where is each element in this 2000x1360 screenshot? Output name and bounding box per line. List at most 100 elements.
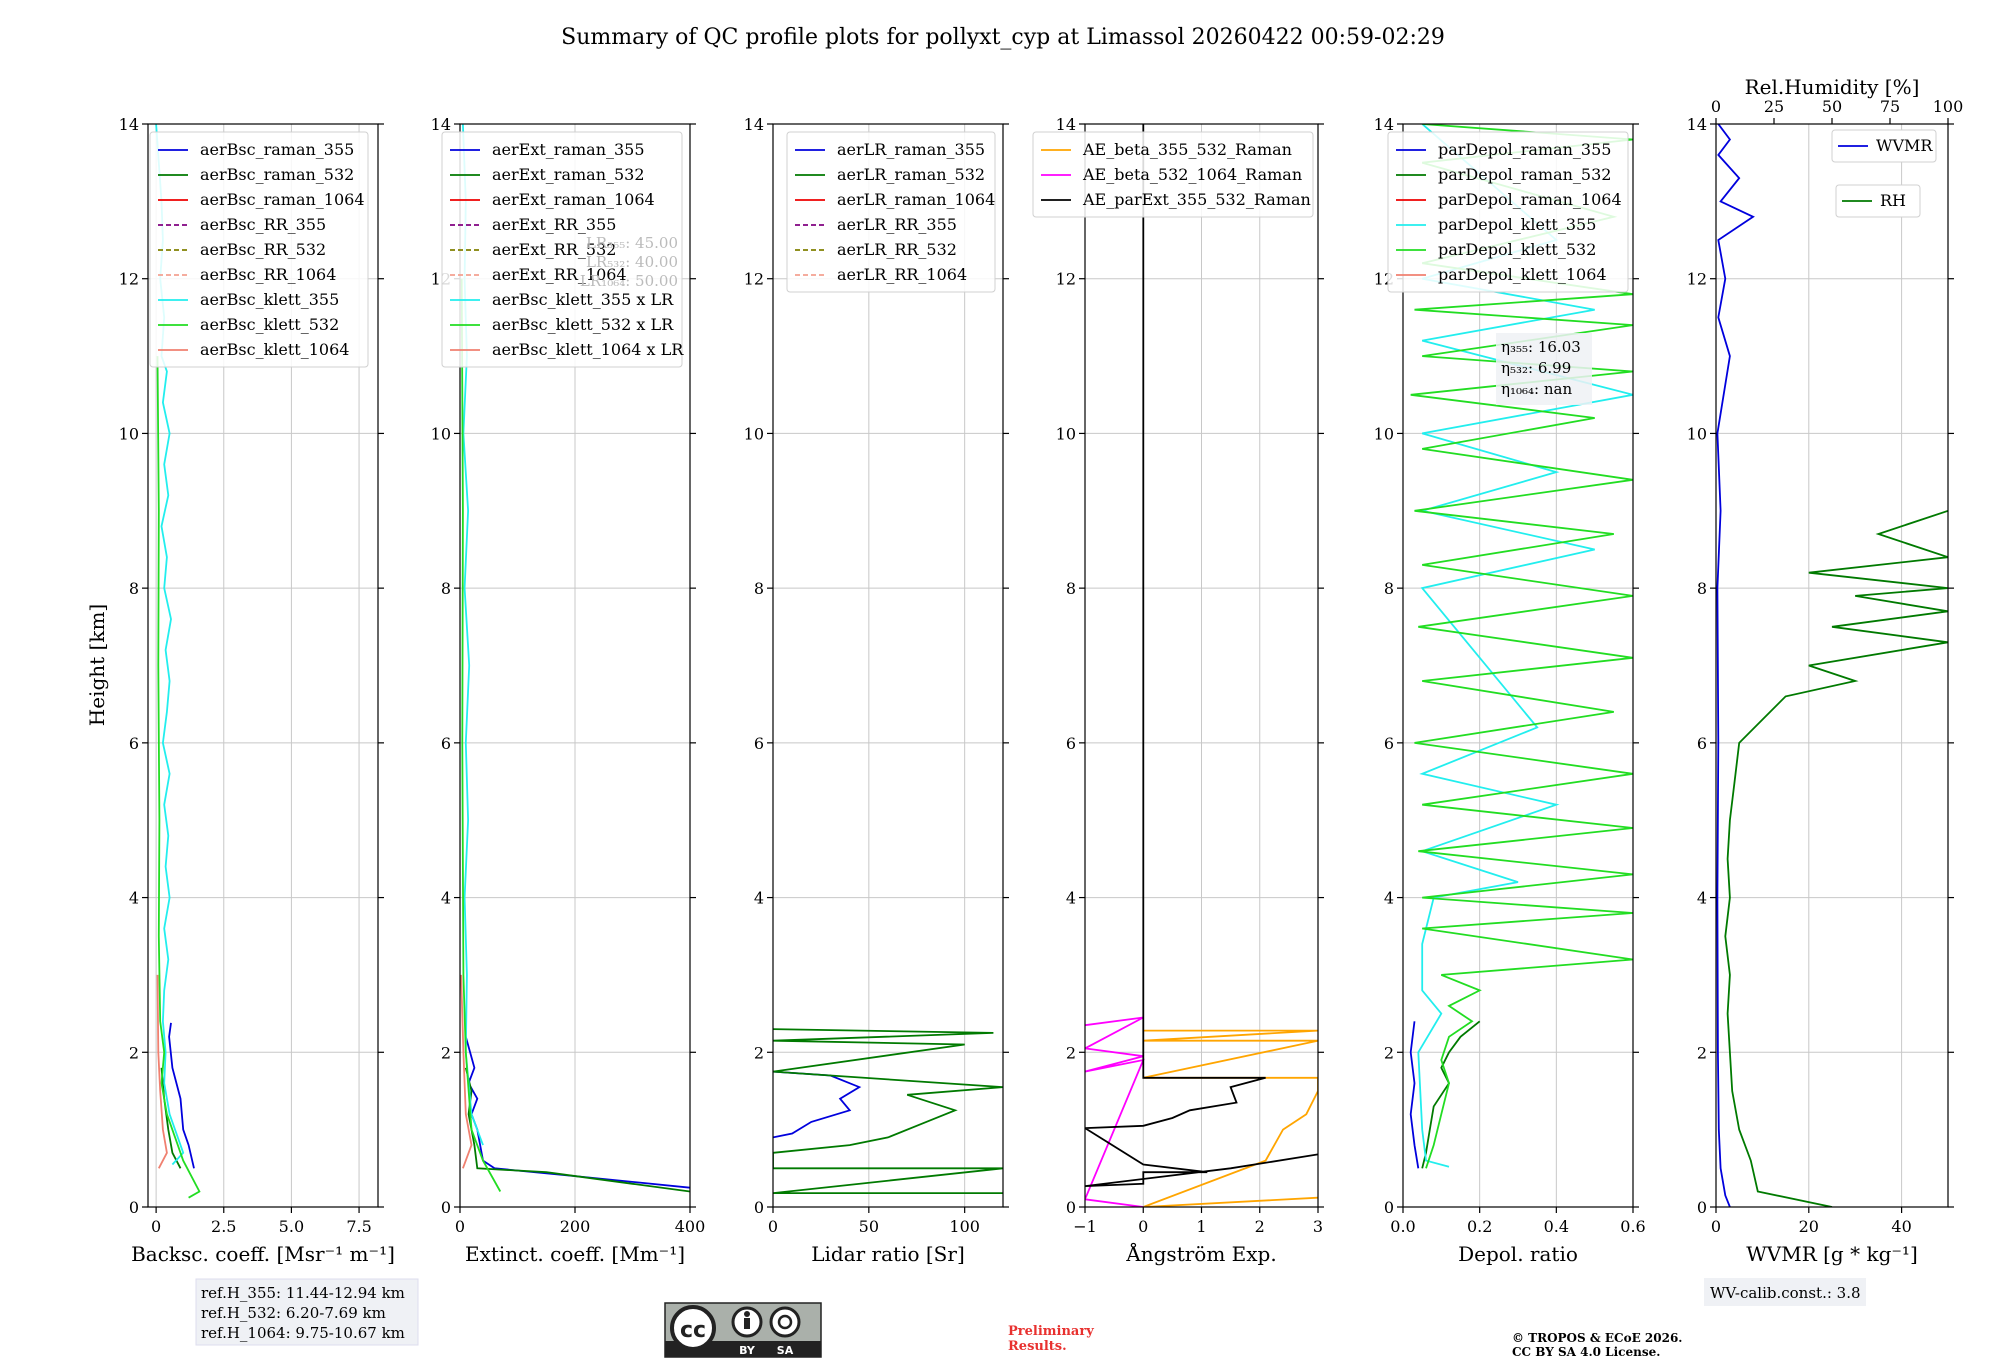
y-tick-label: 10 bbox=[1687, 424, 1707, 443]
lr-1064-label: LR₁₀₆₄: 50.00 bbox=[580, 272, 678, 290]
y-tick-label: 6 bbox=[1066, 734, 1076, 753]
series-WVMR bbox=[1716, 124, 1755, 1207]
top-x-axis-label: Rel.Humidity [%] bbox=[1745, 75, 1920, 99]
y-tick-label: 6 bbox=[129, 734, 139, 753]
y-tick-label: 14 bbox=[119, 115, 139, 134]
legend-entry: aerBsc_klett_532 bbox=[200, 315, 339, 334]
legend-entry: AE_beta_355_532_Raman bbox=[1082, 140, 1292, 159]
by-label: BY bbox=[739, 1344, 756, 1357]
ref-height-355: ref.H_355: 11.44-12.94 km bbox=[201, 1284, 405, 1302]
y-tick-label: 4 bbox=[1066, 889, 1076, 908]
cc-logo-text: cc bbox=[680, 1318, 706, 1343]
copyright-line-1: © TROPOS & ECoE 2026. bbox=[1512, 1331, 1682, 1345]
y-tick-label: 14 bbox=[1687, 115, 1707, 134]
top-x-tick-label: 25 bbox=[1764, 97, 1784, 116]
axes-frame bbox=[147, 123, 379, 1208]
y-tick-label: 10 bbox=[119, 424, 139, 443]
x-tick-label: 0 bbox=[1138, 1217, 1148, 1236]
x-tick-label: 1 bbox=[1196, 1217, 1206, 1236]
x-axis-label: Ångström Exp. bbox=[1125, 1241, 1276, 1266]
legend-entry: RH bbox=[1880, 191, 1906, 210]
y-tick-label: 10 bbox=[1374, 424, 1394, 443]
series-AE_beta_355_532_Raman bbox=[1142, 1029, 1318, 1207]
y-tick-label: 8 bbox=[441, 579, 451, 598]
legend-rh: RH bbox=[1835, 184, 1921, 218]
series-parDepol_raman_355 bbox=[1409, 1021, 1420, 1169]
y-tick-label: 0 bbox=[1697, 1198, 1707, 1217]
legend-entry: parDepol_klett_355 bbox=[1438, 215, 1596, 234]
x-tick-label: 3 bbox=[1313, 1217, 1323, 1236]
legend-angstrom: AE_beta_355_532_Raman AE_beta_532_1064_Ra… bbox=[1032, 131, 1314, 218]
x-tick-label: 0 bbox=[1711, 1217, 1721, 1236]
preliminary-line-2: Results. bbox=[1008, 1339, 1067, 1354]
y-tick-label: 2 bbox=[441, 1043, 451, 1062]
ref-height-532: ref.H_532: 6.20-7.69 km bbox=[201, 1304, 386, 1322]
x-tick-label: 0.6 bbox=[1620, 1217, 1645, 1236]
y-tick-label: 8 bbox=[129, 579, 139, 598]
legend-entry: parDepol_raman_1064 bbox=[1438, 190, 1622, 209]
lr-532-label: LR₅₃₂: 40.00 bbox=[586, 253, 678, 271]
eta-label-box: η₃₅₅: 16.03 η₅₃₂: 6.99 η₁₀₆₄: nan bbox=[1496, 333, 1592, 405]
y-tick-label: 2 bbox=[1066, 1043, 1076, 1062]
y-tick-label: 2 bbox=[1384, 1043, 1394, 1062]
legend-entry: aerExt_RR_1064 bbox=[492, 265, 627, 284]
y-tick-label: 0 bbox=[1066, 1198, 1076, 1217]
axes-frame bbox=[1402, 123, 1634, 1208]
top-x-tick-label: 100 bbox=[1933, 97, 1964, 116]
series-parDepol_klett_355 bbox=[1417, 124, 1633, 1168]
series-aerExt_raman_532 bbox=[464, 1067, 690, 1193]
y-tick-label: 8 bbox=[1384, 579, 1394, 598]
y-tick-label: 8 bbox=[1066, 579, 1076, 598]
legend-entry: aerBsc_klett_532 x LR bbox=[492, 315, 674, 334]
y-tick-label: 4 bbox=[1697, 889, 1707, 908]
y-tick-label: 14 bbox=[431, 115, 451, 134]
x-tick-label: 40 bbox=[1891, 1217, 1911, 1236]
lr-label-box: LR₃₅₅: 45.00 LR₅₃₂: 40.00 LR₁₀₆₄: 50.00 bbox=[580, 234, 678, 290]
top-x-tick-label: 50 bbox=[1822, 97, 1842, 116]
y-tick-label: 0 bbox=[754, 1198, 764, 1217]
legend-entry: aerLR_RR_532 bbox=[837, 240, 957, 259]
x-axis-label: Lidar ratio [Sr] bbox=[811, 1242, 965, 1266]
legend-entry: parDepol_klett_1064 bbox=[1438, 265, 1607, 284]
axes-frame bbox=[1715, 123, 1949, 1208]
x-tick-label: 20 bbox=[1799, 1217, 1819, 1236]
eta-1064-label: η₁₀₆₄: nan bbox=[1501, 380, 1572, 398]
copyright-line-2: CC BY SA 4.0 License. bbox=[1512, 1345, 1660, 1359]
legend-entry: aerBsc_RR_1064 bbox=[200, 265, 336, 284]
x-tick-label: −1 bbox=[1073, 1217, 1097, 1236]
y-tick-label: 14 bbox=[744, 115, 764, 134]
legend-entry: aerBsc_raman_532 bbox=[200, 165, 354, 184]
legend-entry: aerBsc_raman_1064 bbox=[200, 190, 365, 209]
y-tick-label: 12 bbox=[1056, 270, 1076, 289]
legend-entry: aerLR_RR_1064 bbox=[837, 265, 967, 284]
series-aerBsc_klett_1064 x LR bbox=[460, 974, 473, 1169]
eta-532-label: η₅₃₂: 6.99 bbox=[1501, 359, 1571, 377]
y-tick-label: 6 bbox=[1384, 734, 1394, 753]
x-tick-label: 100 bbox=[949, 1217, 980, 1236]
x-tick-label: 0.4 bbox=[1544, 1217, 1569, 1236]
y-tick-label: 14 bbox=[1056, 115, 1076, 134]
cc-license-badge: cc BY SA bbox=[664, 1302, 822, 1358]
y-tick-label: 4 bbox=[441, 889, 451, 908]
legend-backscatter: aerBsc_raman_355 aerBsc_raman_532 aerBsc_r… bbox=[149, 131, 369, 368]
series-AE_beta_532_1064_Raman bbox=[1085, 1016, 1145, 1207]
x-tick-label: 0 bbox=[768, 1217, 778, 1236]
legend-entry: aerLR_raman_355 bbox=[837, 140, 985, 159]
series-aerExt_raman_355 bbox=[464, 1036, 690, 1189]
series-aerBsc_klett_532 bbox=[156, 356, 201, 1199]
y-tick-label: 14 bbox=[1374, 115, 1394, 134]
axes-frame bbox=[772, 123, 1004, 1208]
preliminary-line-1: Preliminary bbox=[1008, 1324, 1094, 1339]
series-AE_parExt_355_532_Raman bbox=[1085, 124, 1318, 1187]
legend-entry: AE_beta_532_1064_Raman bbox=[1082, 165, 1302, 184]
legend-entry: aerLR_raman_1064 bbox=[837, 190, 995, 209]
legend-wvmr: WVMR bbox=[1831, 129, 1937, 163]
y-tick-label: 0 bbox=[441, 1198, 451, 1217]
legend-entry: parDepol_klett_532 bbox=[1438, 240, 1596, 259]
legend-entry: aerBsc_RR_355 bbox=[200, 215, 326, 234]
eta-355-label: η₃₅₅: 16.03 bbox=[1501, 338, 1581, 356]
sa-share-alike-icon bbox=[769, 1306, 801, 1338]
